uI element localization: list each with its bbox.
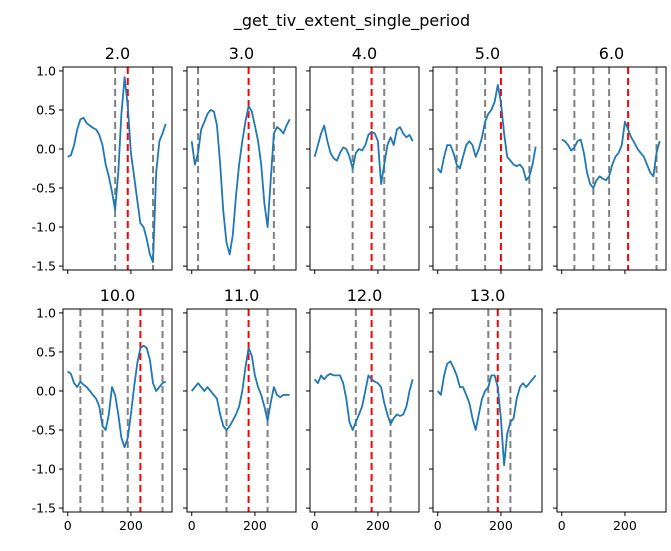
y-tick-label: -1.0 [32, 220, 56, 235]
x-tick-label: 200 [243, 518, 267, 533]
x-tick-label: 200 [119, 518, 143, 533]
y-tick-label: -1.0 [32, 462, 56, 477]
y-tick-label: 0.5 [36, 344, 56, 359]
y-tick-label: 1.0 [36, 63, 56, 78]
series-line [314, 372, 414, 431]
x-tick-label: 0 [434, 518, 442, 533]
axes-frame [62, 308, 173, 513]
subplot-9: 0 200 13.0 [429, 286, 543, 533]
subplot-title: 12.0 [347, 286, 383, 305]
y-tick-label: 1.0 [36, 305, 56, 320]
axes-frame [309, 66, 420, 271]
y-tick-label: -0.5 [32, 181, 56, 196]
subplot-title: 13.0 [470, 286, 506, 305]
subplot-8: 0 200 12.0 [306, 286, 420, 533]
axes-frame [186, 66, 297, 271]
x-tick-label: 0 [558, 518, 566, 533]
series-line [67, 76, 167, 264]
x-tick-label: 0 [311, 518, 319, 533]
subplot-1: 1.0 0.5 0.0 -0.5 -1.0 -1.5 2.0 [32, 44, 173, 274]
axes-frame [186, 308, 297, 513]
axes-frame [309, 308, 420, 513]
series-line [190, 105, 291, 256]
axes-frame [62, 66, 173, 271]
subplot-4: 5.0 [429, 44, 543, 274]
x-tick-label: 0 [64, 518, 72, 533]
y-tick-label: 0.5 [36, 102, 56, 117]
series-line [437, 84, 537, 182]
axes-frame [556, 308, 667, 513]
series-line [191, 347, 290, 431]
subplot-title: 11.0 [224, 286, 260, 305]
subplot-3: 4.0 [306, 44, 420, 274]
y-tick-label: -1.5 [32, 259, 56, 274]
series-line [561, 120, 661, 189]
subplot-6: 1.0 0.5 0.0 -0.5 -1.0 -1.5 0 200 10.0 [32, 286, 173, 533]
x-tick-label: 0 [188, 518, 196, 533]
subplot-2: 3.0 [183, 44, 297, 274]
subplot-title: 5.0 [475, 44, 500, 63]
subplot-title: 2.0 [105, 44, 130, 63]
subplot-5: 6.0 [553, 44, 667, 274]
series-line [313, 124, 414, 186]
series-line [67, 344, 167, 449]
series-line [437, 360, 537, 467]
axes-frame [432, 308, 543, 513]
subplot-title: 10.0 [100, 286, 136, 305]
x-tick-label: 200 [489, 518, 513, 533]
subplot-title: 4.0 [352, 44, 377, 63]
subplot-title: 3.0 [229, 44, 254, 63]
axes-frame [556, 66, 667, 271]
y-tick-label: -1.5 [32, 501, 56, 516]
axes-frame [432, 66, 543, 271]
y-tick-label: 0.0 [36, 383, 56, 398]
y-tick-label: 0.0 [36, 141, 56, 156]
subplot-10: 0 200 [553, 308, 667, 533]
subplot-7: 0 200 11.0 [183, 286, 297, 533]
subplot-title: 6.0 [599, 44, 624, 63]
x-tick-label: 200 [366, 518, 390, 533]
y-tick-label: -0.5 [32, 423, 56, 438]
x-tick-label: 200 [613, 518, 637, 533]
figure-suptitle: _get_tiv_extent_single_period [233, 11, 470, 31]
